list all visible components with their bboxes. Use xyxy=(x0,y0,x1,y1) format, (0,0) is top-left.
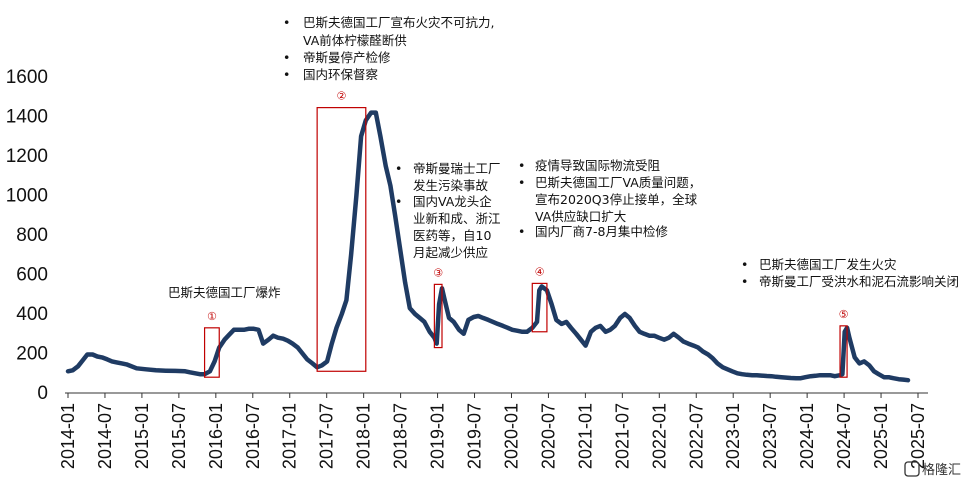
x-tick-label: 2023-01 xyxy=(723,403,743,469)
price-series xyxy=(65,110,911,383)
annotation-bullet-3: • xyxy=(283,67,290,82)
y-tick-label: 0 xyxy=(37,383,48,404)
annotation-text: 发生污染事故 xyxy=(413,178,489,193)
y-axis-ticks: 0 200 400 600 800 1000 1200 1400 1600 xyxy=(6,67,48,404)
x-tick-label: 2020-01 xyxy=(501,403,521,469)
event-box-3 xyxy=(433,283,443,349)
event-box-5 xyxy=(839,325,848,378)
y-tick-label: 800 xyxy=(16,225,48,246)
x-tick-label: 2023-07 xyxy=(760,403,780,469)
x-tick-label: 2020-07 xyxy=(538,403,558,469)
event-1-label: 巴斯夫德国工厂爆炸 xyxy=(168,285,281,300)
event-box-1 xyxy=(203,327,220,378)
annotation-bullet-10: • xyxy=(741,274,748,289)
event-marker-2: ② xyxy=(337,90,347,103)
y-tick-label: 200 xyxy=(16,344,48,365)
annotation-bullet-8: • xyxy=(518,224,525,239)
annotation-text: VA供应缺口扩大 xyxy=(535,209,626,224)
event-marker-1: ① xyxy=(207,310,217,323)
x-tick-label: 2017-07 xyxy=(317,403,337,469)
annotation-text: 帝斯曼停产检修 xyxy=(303,50,391,65)
annotation-text: 国内环保督察 xyxy=(303,67,379,82)
annotation-bullet-6: • xyxy=(518,158,525,173)
watermark: 格隆汇 xyxy=(904,461,961,478)
x-tick-label: 2014-07 xyxy=(95,403,115,469)
annotation-text: 国内厂商7-8月集中检修 xyxy=(535,224,668,239)
annotation-text: 巴斯夫德国工厂宣布火灾不可抗力, xyxy=(303,15,494,30)
x-tick-label: 2014-01 xyxy=(58,403,78,469)
event-boxes: ① ② ③ ④ ⑤ xyxy=(203,90,849,378)
annotation-text: 国内VA龙头企 xyxy=(413,194,492,209)
x-tick-label: 2015-01 xyxy=(132,403,152,469)
x-tick-label: 2019-01 xyxy=(428,403,448,469)
y-tick-label: 1400 xyxy=(6,107,48,128)
watermark-text: 格隆汇 xyxy=(922,462,961,478)
x-tick-label: 2025-01 xyxy=(871,403,891,469)
watermark-icon xyxy=(904,461,920,477)
event-box-2 xyxy=(316,107,367,372)
annotation-text: 月起减少供应 xyxy=(413,245,488,260)
event-marker-3: ③ xyxy=(433,266,443,279)
annotation-bullet-9: • xyxy=(741,257,748,272)
event-marker-4: ④ xyxy=(535,265,545,278)
x-tick-label: 2022-01 xyxy=(649,403,669,469)
x-tick-label: 2015-07 xyxy=(169,403,189,469)
event-annotations: • 巴斯夫德国工厂宣布火灾不可抗力, VA前体柠檬醛断供 • 帝斯曼停产检修 •… xyxy=(168,15,959,300)
x-tick-label: 2018-07 xyxy=(391,403,411,469)
annotation-text: 疫情导致国际物流受阻 xyxy=(535,158,661,173)
y-tick-label: 1600 xyxy=(6,67,48,88)
event-box-4 xyxy=(531,282,548,333)
y-tick-label: 1000 xyxy=(6,186,48,207)
annotation-text: 宣布2020Q3停止接单，全球 xyxy=(535,192,698,207)
x-tick-label: 2021-07 xyxy=(612,403,632,469)
x-tick-label: 2017-01 xyxy=(280,403,300,469)
x-tick-label: 2016-01 xyxy=(206,403,226,469)
annotation-text: VA前体柠檬醛断供 xyxy=(303,33,407,48)
x-tick-label: 2018-01 xyxy=(354,403,374,469)
x-tick-label: 2019-07 xyxy=(465,403,485,469)
x-tick-label: 2022-07 xyxy=(686,403,706,469)
annotation-text: 医药等，自10 xyxy=(413,228,491,243)
annotation-text: 帝斯曼工厂受洪水和泥石流影响关闭 xyxy=(759,274,959,289)
annotation-text: 业新和成、浙江 xyxy=(413,211,501,226)
event-marker-5: ⑤ xyxy=(839,308,849,321)
annotation-text: 帝斯曼瑞士工厂 xyxy=(413,161,501,176)
annotation-bullet-7: • xyxy=(518,175,525,190)
x-tick-label: 2024-07 xyxy=(834,403,854,469)
annotation-bullet-4: • xyxy=(395,161,402,176)
annotation-bullet-2: • xyxy=(283,50,290,65)
annotation-bullet-5: • xyxy=(395,194,402,209)
annotation-bullet-1: • xyxy=(283,15,290,30)
y-tick-label: 1200 xyxy=(6,146,48,167)
y-tick-label: 400 xyxy=(16,304,48,325)
annotation-text: 巴斯夫德国工厂发生火灾 xyxy=(759,257,897,272)
price-line xyxy=(65,110,911,383)
x-axis-ticks: 2014-01 2014-07 2015-01 2015-07 2016-01 2016-… xyxy=(58,393,928,469)
annotation-text: 巴斯夫德国工厂VA质量问题， xyxy=(535,175,701,190)
x-tick-label: 2021-01 xyxy=(575,403,595,469)
x-tick-label: 2016-07 xyxy=(243,403,263,469)
x-tick-label: 2025-07 xyxy=(908,403,928,469)
x-tick-label: 2024-01 xyxy=(797,403,817,469)
y-tick-label: 600 xyxy=(16,265,48,286)
